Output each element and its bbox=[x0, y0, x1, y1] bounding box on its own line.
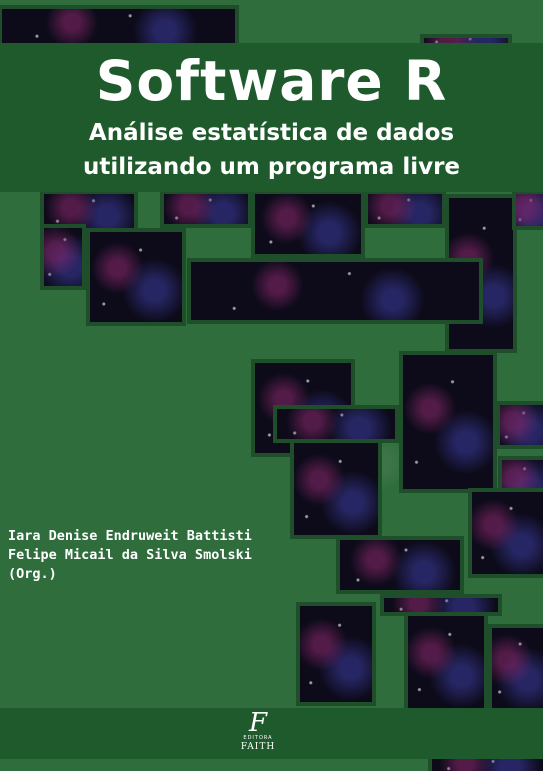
space-block bbox=[472, 492, 543, 574]
book-title: Software R bbox=[95, 49, 448, 113]
space-block bbox=[44, 228, 82, 286]
publisher-logo: F EDITORA FAITH bbox=[236, 708, 280, 759]
book-subtitle-line-2: utilizando um programa livre bbox=[82, 154, 461, 180]
space-block bbox=[255, 363, 351, 453]
space-block bbox=[44, 194, 134, 228]
space-block bbox=[300, 606, 372, 702]
space-block bbox=[90, 232, 182, 322]
space-block bbox=[2, 9, 235, 43]
space-block bbox=[368, 194, 442, 224]
organizer-note: (Org.) bbox=[8, 566, 57, 582]
space-block bbox=[164, 194, 248, 224]
space-block bbox=[340, 540, 460, 590]
book-subtitle-line-1: Análise estatística de dados bbox=[88, 120, 455, 146]
space-block bbox=[255, 194, 361, 254]
space-block bbox=[408, 616, 484, 708]
publisher-logo-label: EDITORA bbox=[243, 735, 273, 741]
space-block bbox=[492, 628, 543, 708]
space-block bbox=[191, 262, 479, 320]
author-2: Felipe Micail da Silva Smolski bbox=[8, 547, 252, 563]
title-band bbox=[0, 43, 543, 192]
space-block bbox=[384, 598, 498, 612]
space-block bbox=[432, 759, 543, 771]
space-block bbox=[516, 194, 543, 226]
space-block bbox=[277, 409, 395, 439]
space-block bbox=[403, 355, 493, 489]
author-1: Iara Denise Endruweit Battisti bbox=[8, 528, 252, 544]
space-block bbox=[500, 405, 543, 445]
publisher-name: FAITH bbox=[240, 742, 276, 752]
space-block bbox=[294, 443, 378, 535]
publisher-logo-mark: F bbox=[248, 708, 268, 738]
bottom-band bbox=[0, 708, 543, 759]
space-block bbox=[424, 38, 508, 43]
authors-block: Iara Denise Endruweit Battisti Felipe Mi… bbox=[8, 527, 252, 584]
